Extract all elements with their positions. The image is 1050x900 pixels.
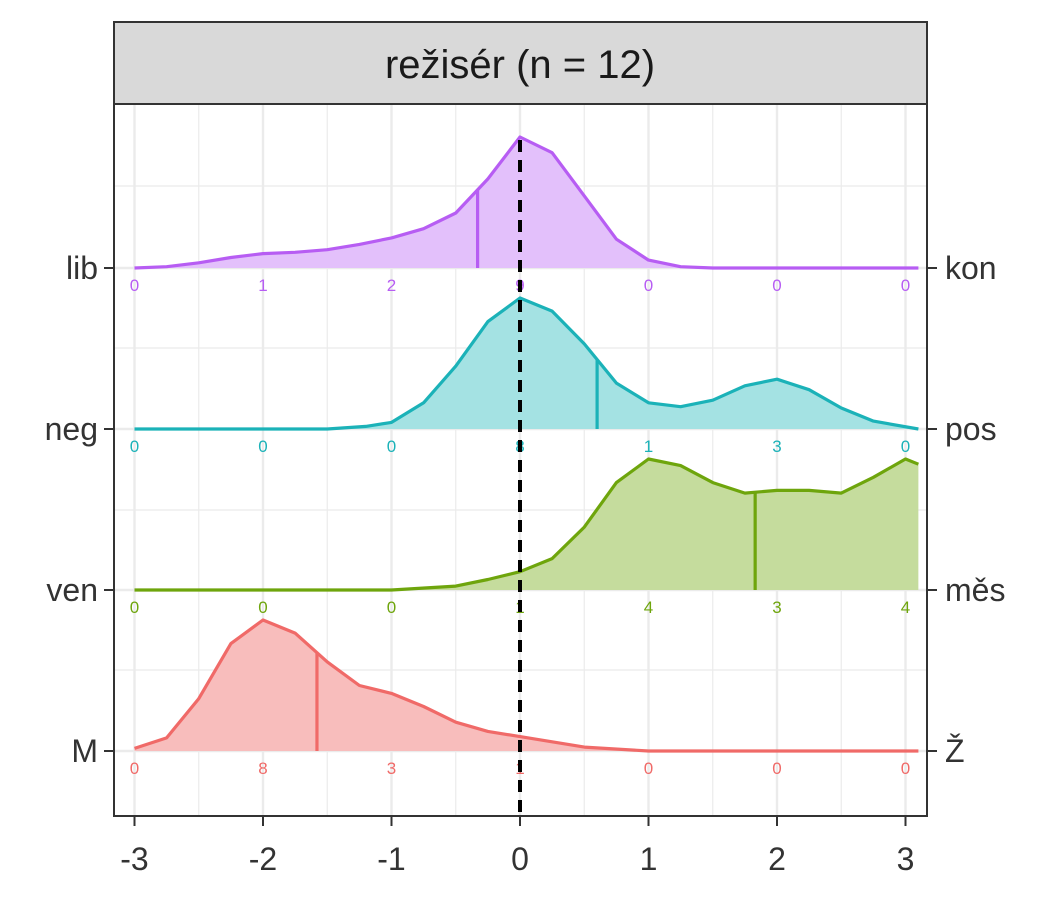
count-label: 0 [130,759,139,778]
count-label: 2 [387,276,396,295]
facet-title: režisér (n = 12) [385,43,655,87]
count-label: 8 [258,759,267,778]
y-label-left: M [71,733,98,769]
ridge-lib: 0129000 [130,135,919,295]
ridge-ven: 0001434 [130,457,919,617]
facet-strip [113,21,928,105]
density-line [134,296,919,431]
count-label: 0 [901,759,910,778]
count-label: 4 [644,598,653,617]
count-label: 3 [772,437,781,456]
y-label-right: pos [945,411,997,447]
x-tick-label: 1 [640,841,658,877]
x-tick-label: 2 [768,841,786,877]
x-tick-label: -1 [377,841,405,877]
x-axis: -3 -2 -1 0 1 2 3 [120,816,914,877]
density-area [134,137,919,268]
y-label-right: kon [945,250,997,286]
density-line [134,618,919,753]
y-axis-left: lib neg ven M [45,250,114,769]
density-line [134,457,919,592]
count-label: 0 [130,276,139,295]
count-label: 0 [901,437,910,456]
density-area [134,620,919,751]
count-label: 4 [901,598,910,617]
density-area [134,459,919,590]
y-label-left: lib [66,250,98,286]
density-line [134,135,919,270]
count-label: 1 [258,276,267,295]
count-label: 0 [387,437,396,456]
count-label: 0 [258,598,267,617]
count-label: 3 [387,759,396,778]
count-label: 0 [644,276,653,295]
y-label-right: měs [945,572,1005,608]
y-label-right: Ž [945,733,965,769]
count-label: 0 [644,759,653,778]
count-label: 0 [901,276,910,295]
count-label: 1 [644,437,653,456]
count-label: 0 [387,598,396,617]
count-label: 0 [130,598,139,617]
count-label: 3 [772,598,781,617]
count-label: 0 [130,437,139,456]
x-tick-label: -2 [249,841,277,877]
x-tick-label: -3 [120,841,148,877]
x-tick-label: 0 [511,841,529,877]
count-label: 0 [258,437,267,456]
count-label: 0 [772,759,781,778]
ridges: 0129000000813000014340831000 [130,135,919,778]
y-axis-right: kon pos měs Ž [927,250,1005,769]
y-label-left: neg [45,411,98,447]
x-tick-label: 3 [897,841,915,877]
y-label-left: ven [46,572,98,608]
count-label: 0 [772,276,781,295]
